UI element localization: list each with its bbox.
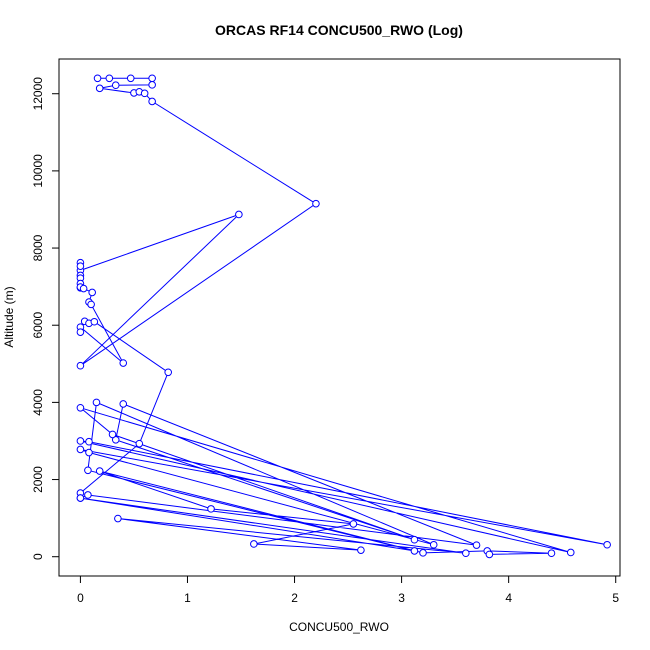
- data-point: [79, 284, 88, 293]
- data-point: [472, 541, 481, 549]
- y-tick-label: 6000: [31, 312, 45, 339]
- data-point: [603, 540, 611, 549]
- data-point: [76, 262, 85, 270]
- x-tick-label: 5: [612, 591, 619, 605]
- data-point: [410, 535, 419, 544]
- data-point: [76, 445, 85, 454]
- data-point: [76, 361, 85, 370]
- data-point: [85, 448, 93, 457]
- data-point: [88, 288, 96, 297]
- data-point: [76, 494, 85, 502]
- data-point: [547, 549, 556, 558]
- data-point: [148, 97, 156, 106]
- data-point: [148, 74, 156, 83]
- data-point: [207, 505, 215, 513]
- data-point: [357, 546, 365, 554]
- plot-frame: [58, 58, 621, 577]
- y-axis-label: Altitude (m): [2, 286, 16, 347]
- data-point: [410, 547, 419, 555]
- data-point: [462, 549, 470, 558]
- x-tick-label: 3: [398, 591, 405, 605]
- series-line: [79, 77, 608, 555]
- series-layer: [76, 74, 611, 559]
- y-tick-label: 2000: [31, 466, 45, 493]
- chart-title: ORCAS RF14 CONCU500_RWO (Log): [215, 22, 463, 38]
- data-point: [111, 436, 120, 444]
- data-point: [84, 466, 92, 475]
- y-axis: 0 2000 4000 6000 8000 10000 12000: [31, 77, 60, 560]
- data-point: [95, 467, 104, 475]
- data-point: [76, 403, 85, 412]
- data-point: [90, 317, 99, 326]
- data-point: [105, 74, 114, 83]
- y-tick-label: 12000: [31, 77, 45, 111]
- data-point: [235, 210, 243, 219]
- data-point: [85, 437, 93, 446]
- x-tick-label: 1: [184, 591, 191, 605]
- data-point: [349, 520, 358, 528]
- data-point: [140, 89, 149, 98]
- y-tick-label: 10000: [31, 154, 45, 188]
- x-tick-label: 2: [291, 591, 298, 605]
- data-point: [429, 540, 438, 549]
- y-tick-label: 8000: [31, 234, 45, 261]
- data-point: [126, 74, 135, 83]
- data-point: [419, 549, 427, 557]
- data-point: [119, 359, 128, 367]
- data-point: [148, 81, 156, 89]
- data-point: [114, 514, 122, 523]
- x-tick-label: 0: [77, 591, 84, 605]
- y-tick-label: 4000: [31, 389, 45, 416]
- data-point: [135, 439, 144, 448]
- data-point: [485, 550, 494, 559]
- data-point: [87, 300, 95, 309]
- data-point: [111, 81, 120, 90]
- data-point: [119, 400, 128, 408]
- data-point: [76, 328, 85, 336]
- data-point: [95, 84, 104, 93]
- x-axis: 0 1 2 3 4 5: [77, 575, 619, 605]
- y-tick-label: 0: [31, 553, 45, 560]
- data-point: [566, 548, 575, 557]
- data-point: [250, 540, 258, 548]
- data-point: [108, 430, 117, 439]
- data-point: [92, 398, 101, 407]
- data-point: [164, 368, 173, 377]
- data-point: [312, 199, 320, 208]
- data-point: [76, 437, 85, 445]
- data-point: [84, 491, 92, 499]
- x-tick-label: 4: [505, 591, 512, 605]
- x-axis-label: CONCU500_RWO: [289, 620, 389, 634]
- data-point: [93, 74, 102, 83]
